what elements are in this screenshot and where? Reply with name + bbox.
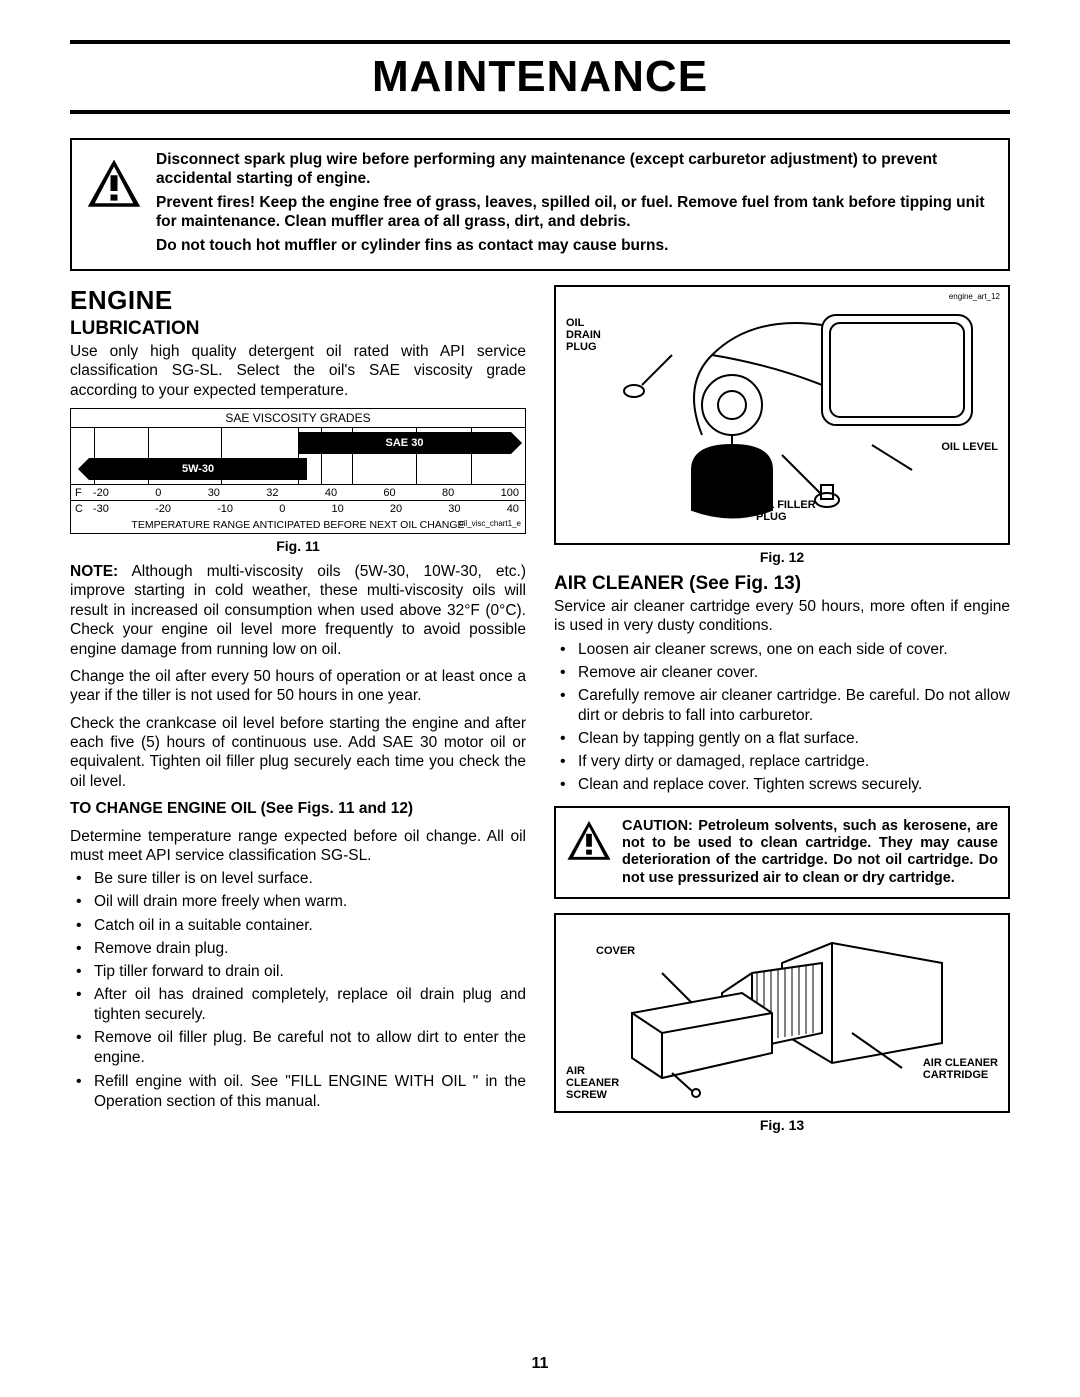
air-cleaner-intro: Service air cleaner cartridge every 50 h… (554, 597, 1010, 636)
change-interval: Change the oil after every 50 hours of o… (70, 667, 526, 706)
scale-c-label: C (71, 503, 93, 515)
viscosity-title: SAE VISCOSITY GRADES (71, 409, 525, 427)
content-columns: ENGINE LUBRICATION Use only high quality… (70, 285, 1010, 1141)
caution-box: CAUTION: Petroleum solvents, such as ker… (554, 806, 1010, 900)
scale-c-tick: 20 (390, 503, 402, 515)
viscosity-chart: SAE VISCOSITY GRADES SAE 30 5W-30 F -20 0… (70, 408, 526, 534)
air-cleaner-step: Clean by tapping gently on a flat surfac… (578, 729, 1010, 749)
air-cleaner-steps: Loosen air cleaner screws, one on each s… (554, 640, 1010, 796)
air-cleaner-step: Clean and replace cover. Tighten screws … (578, 775, 1010, 795)
label-oil-level: OIL LEVEL (941, 441, 998, 453)
lubrication-heading: LUBRICATION (70, 318, 526, 340)
bar-sae30: SAE 30 (298, 432, 511, 454)
scale-f-tick: 100 (501, 487, 519, 499)
right-column: OIL DRAIN PLUG OIL LEVEL OIL FILLER PLUG… (554, 285, 1010, 1141)
viscosity-footer: TEMPERATURE RANGE ANTICIPATED BEFORE NEX… (71, 517, 525, 533)
air-cleaner-step: If very dirty or damaged, replace cartri… (578, 752, 1010, 772)
scale-f-tick: -20 (93, 487, 109, 499)
scale-c-tick: -10 (217, 503, 233, 515)
scale-f-tick: 30 (208, 487, 220, 499)
engine-heading: ENGINE (70, 285, 526, 316)
scale-c-tick: 40 (507, 503, 519, 515)
scale-f-tick: 80 (442, 487, 454, 499)
caution-text: CAUTION: Petroleum solvents, such as ker… (622, 818, 998, 888)
label-oil-filler-plug: OIL FILLER PLUG (756, 499, 816, 523)
lubrication-notes: NOTE: Although multi-viscosity oils (5W-… (70, 562, 526, 865)
title-rule-top (70, 40, 1010, 44)
scale-f-row: F -20 0 30 32 40 60 80 100 (71, 485, 525, 501)
air-cleaner-step: Loosen air cleaner screws, one on each s… (578, 640, 1010, 660)
change-oil-step: Tip tiller forward to drain oil. (94, 962, 526, 982)
scale-f-tick: 32 (266, 487, 278, 499)
scale-c-tick: 30 (448, 503, 460, 515)
fig13-box: COVER AIR CLEANER SCREW AIR CLEANER CART… (554, 913, 1010, 1113)
change-oil-heading: TO CHANGE ENGINE OIL (See Figs. 11 and 1… (70, 799, 526, 818)
note-para: NOTE: Although multi-viscosity oils (5W-… (70, 562, 526, 659)
page-title: MAINTENANCE (70, 46, 1010, 108)
air-cleaner-step: Remove air cleaner cover. (578, 663, 1010, 683)
fig12-caption: Fig. 12 (554, 549, 1010, 565)
change-oil-step: Refill engine with oil. See "FILL ENGINE… (94, 1072, 526, 1112)
check-level: Check the crankcase oil level before sta… (70, 714, 526, 792)
label-air-cleaner-cartridge: AIR CLEANER CARTRIDGE (923, 1057, 998, 1081)
title-rule-bottom (70, 110, 1010, 114)
change-oil-step: After oil has drained completely, replac… (94, 985, 526, 1025)
change-oil-step: Be sure tiller is on level surface. (94, 869, 526, 889)
label-oil-drain-plug: OIL DRAIN PLUG (566, 317, 601, 353)
change-oil-step: Oil will drain more freely when warm. (94, 892, 526, 912)
change-oil-step: Remove drain plug. (94, 939, 526, 959)
change-oil-step: Remove oil filler plug. Be careful not t… (94, 1028, 526, 1068)
lubrication-intro: Use only high quality detergent oil rate… (70, 342, 526, 400)
change-oil-step: Catch oil in a suitable container. (94, 916, 526, 936)
scale-f-tick: 40 (325, 487, 337, 499)
fig13-caption: Fig. 13 (554, 1117, 1010, 1133)
change-oil-steps: Be sure tiller is on level surface. Oil w… (70, 869, 526, 1112)
top-warning-text: Disconnect spark plug wire before perfor… (156, 150, 994, 259)
scale-c-tick: -20 (155, 503, 171, 515)
air-cleaner-heading: AIR CLEANER (See Fig. 13) (554, 573, 1010, 595)
scale-c-tick: 0 (279, 503, 285, 515)
top-warning-p3: Do not touch hot muffler or cylinder fin… (156, 236, 994, 255)
left-column: ENGINE LUBRICATION Use only high quality… (70, 285, 526, 1141)
lubrication-body: Use only high quality detergent oil rate… (70, 342, 526, 400)
caution-icon (566, 818, 612, 864)
air-cleaner-body: Service air cleaner cartridge every 50 h… (554, 597, 1010, 636)
viscosity-chart-id: oil_visc_chart1_e (459, 519, 521, 528)
fig11-caption: Fig. 11 (70, 538, 526, 554)
viscosity-grid: SAE 30 5W-30 (71, 427, 525, 485)
scale-f-label: F (71, 487, 93, 499)
label-art-id: engine_art_12 (949, 293, 1000, 302)
top-warning-p2: Prevent fires! Keep the engine free of g… (156, 193, 994, 232)
scale-c-tick: 10 (331, 503, 343, 515)
note-text: Although multi-viscosity oils (5W-30, 10… (70, 563, 526, 658)
top-warning-p1: Disconnect spark plug wire before perfor… (156, 150, 994, 189)
note-lead: NOTE: (70, 563, 118, 580)
air-cleaner-step: Carefully remove air cleaner cartridge. … (578, 686, 1010, 726)
bar-5w30: 5W-30 (89, 458, 307, 480)
viscosity-footer-text: TEMPERATURE RANGE ANTICIPATED BEFORE NEX… (131, 519, 464, 531)
label-air-cleaner-screw: AIR CLEANER SCREW (566, 1065, 619, 1101)
scale-c-tick: -30 (93, 503, 109, 515)
change-oil-intro: Determine temperature range expected bef… (70, 827, 526, 866)
fig12-box: OIL DRAIN PLUG OIL LEVEL OIL FILLER PLUG… (554, 285, 1010, 545)
label-cover: COVER (596, 945, 635, 957)
warning-icon (86, 156, 142, 212)
top-warning-box: Disconnect spark plug wire before perfor… (70, 138, 1010, 271)
scale-f-tick: 60 (383, 487, 395, 499)
scale-f-tick: 0 (155, 487, 161, 499)
scale-c-row: C -30 -20 -10 0 10 20 30 40 (71, 501, 525, 517)
page-number: 11 (0, 1355, 1080, 1373)
